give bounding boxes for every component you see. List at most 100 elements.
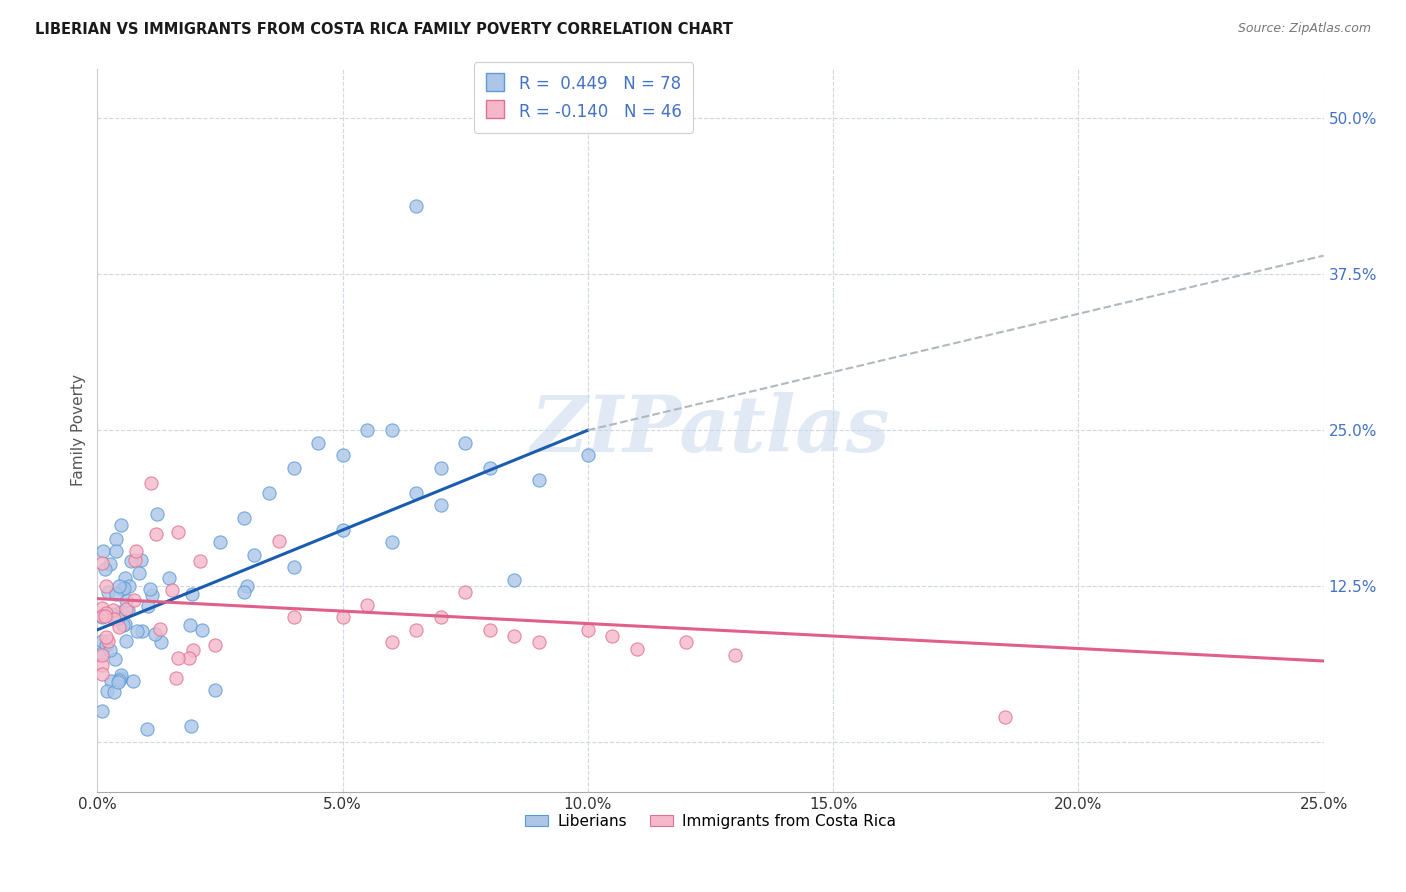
Point bbox=[136, 599, 159, 613]
Point bbox=[177, 651, 200, 665]
Point bbox=[91, 601, 114, 615]
Point bbox=[91, 633, 114, 648]
Point bbox=[381, 423, 404, 437]
Point bbox=[94, 608, 117, 623]
Point bbox=[111, 582, 134, 597]
Point bbox=[96, 683, 118, 698]
Point bbox=[478, 460, 501, 475]
Point bbox=[233, 585, 256, 599]
Point bbox=[101, 607, 124, 621]
Point bbox=[150, 635, 173, 649]
Point bbox=[283, 560, 305, 574]
Point bbox=[602, 629, 624, 643]
Point bbox=[96, 579, 118, 593]
Point bbox=[503, 573, 526, 587]
Point bbox=[101, 602, 124, 616]
Point bbox=[91, 609, 114, 624]
Point bbox=[149, 622, 172, 636]
Point bbox=[143, 627, 166, 641]
Point bbox=[96, 638, 118, 652]
Point bbox=[108, 579, 131, 593]
Point bbox=[97, 585, 120, 599]
Text: Source: ZipAtlas.com: Source: ZipAtlas.com bbox=[1237, 22, 1371, 36]
Point bbox=[267, 534, 290, 549]
Point bbox=[994, 710, 1017, 724]
Point bbox=[527, 635, 550, 649]
Point bbox=[165, 671, 187, 685]
Text: ZIPatlas: ZIPatlas bbox=[531, 392, 890, 468]
Point bbox=[405, 623, 427, 637]
Point bbox=[157, 571, 180, 585]
Point bbox=[98, 557, 121, 571]
Point bbox=[188, 553, 211, 567]
Legend: Liberians, Immigrants from Costa Rica: Liberians, Immigrants from Costa Rica bbox=[519, 808, 901, 835]
Point bbox=[108, 605, 131, 619]
Point bbox=[139, 475, 162, 490]
Point bbox=[111, 618, 134, 632]
Point bbox=[381, 535, 404, 549]
Point bbox=[104, 587, 127, 601]
Point bbox=[233, 510, 256, 524]
Point bbox=[94, 562, 117, 576]
Point bbox=[429, 498, 451, 512]
Point bbox=[576, 623, 599, 637]
Point bbox=[91, 646, 114, 660]
Point bbox=[145, 507, 167, 521]
Point bbox=[136, 722, 159, 736]
Point bbox=[332, 523, 354, 537]
Point bbox=[115, 634, 138, 648]
Point bbox=[180, 587, 202, 601]
Point bbox=[115, 593, 138, 607]
Point bbox=[724, 648, 747, 662]
Point bbox=[100, 673, 122, 688]
Point bbox=[91, 610, 114, 624]
Point bbox=[105, 532, 128, 546]
Point bbox=[125, 624, 148, 639]
Point bbox=[139, 582, 162, 597]
Point bbox=[117, 603, 139, 617]
Point bbox=[112, 581, 135, 595]
Point bbox=[103, 611, 125, 625]
Point bbox=[381, 635, 404, 649]
Point bbox=[454, 435, 477, 450]
Point bbox=[208, 535, 231, 549]
Point bbox=[117, 579, 139, 593]
Point bbox=[356, 423, 378, 437]
Point bbox=[283, 610, 305, 624]
Point bbox=[283, 460, 305, 475]
Point bbox=[626, 641, 648, 656]
Point bbox=[110, 671, 132, 685]
Point bbox=[96, 606, 118, 620]
Text: LIBERIAN VS IMMIGRANTS FROM COSTA RICA FAMILY POVERTY CORRELATION CHART: LIBERIAN VS IMMIGRANTS FROM COSTA RICA F… bbox=[35, 22, 733, 37]
Point bbox=[160, 583, 183, 598]
Point bbox=[204, 683, 226, 698]
Point bbox=[179, 618, 201, 632]
Point bbox=[107, 675, 129, 690]
Point bbox=[125, 544, 148, 558]
Point bbox=[527, 473, 550, 487]
Point bbox=[128, 566, 150, 580]
Point bbox=[257, 485, 280, 500]
Point bbox=[429, 460, 451, 475]
Point bbox=[576, 448, 599, 462]
Point bbox=[91, 556, 114, 570]
Point bbox=[131, 624, 153, 639]
Point bbox=[110, 668, 132, 682]
Point bbox=[110, 517, 132, 532]
Point bbox=[145, 527, 167, 541]
Point bbox=[332, 448, 354, 462]
Point bbox=[191, 623, 214, 637]
Point bbox=[122, 593, 145, 607]
Point bbox=[307, 435, 329, 450]
Point bbox=[114, 571, 136, 585]
Point bbox=[167, 651, 190, 665]
Point bbox=[356, 598, 378, 612]
Point bbox=[405, 485, 427, 500]
Point bbox=[405, 199, 427, 213]
Point bbox=[141, 588, 163, 602]
Point bbox=[96, 630, 118, 644]
Point bbox=[124, 553, 146, 567]
Point bbox=[103, 685, 125, 699]
Y-axis label: Family Poverty: Family Poverty bbox=[72, 375, 86, 486]
Point bbox=[91, 704, 114, 718]
